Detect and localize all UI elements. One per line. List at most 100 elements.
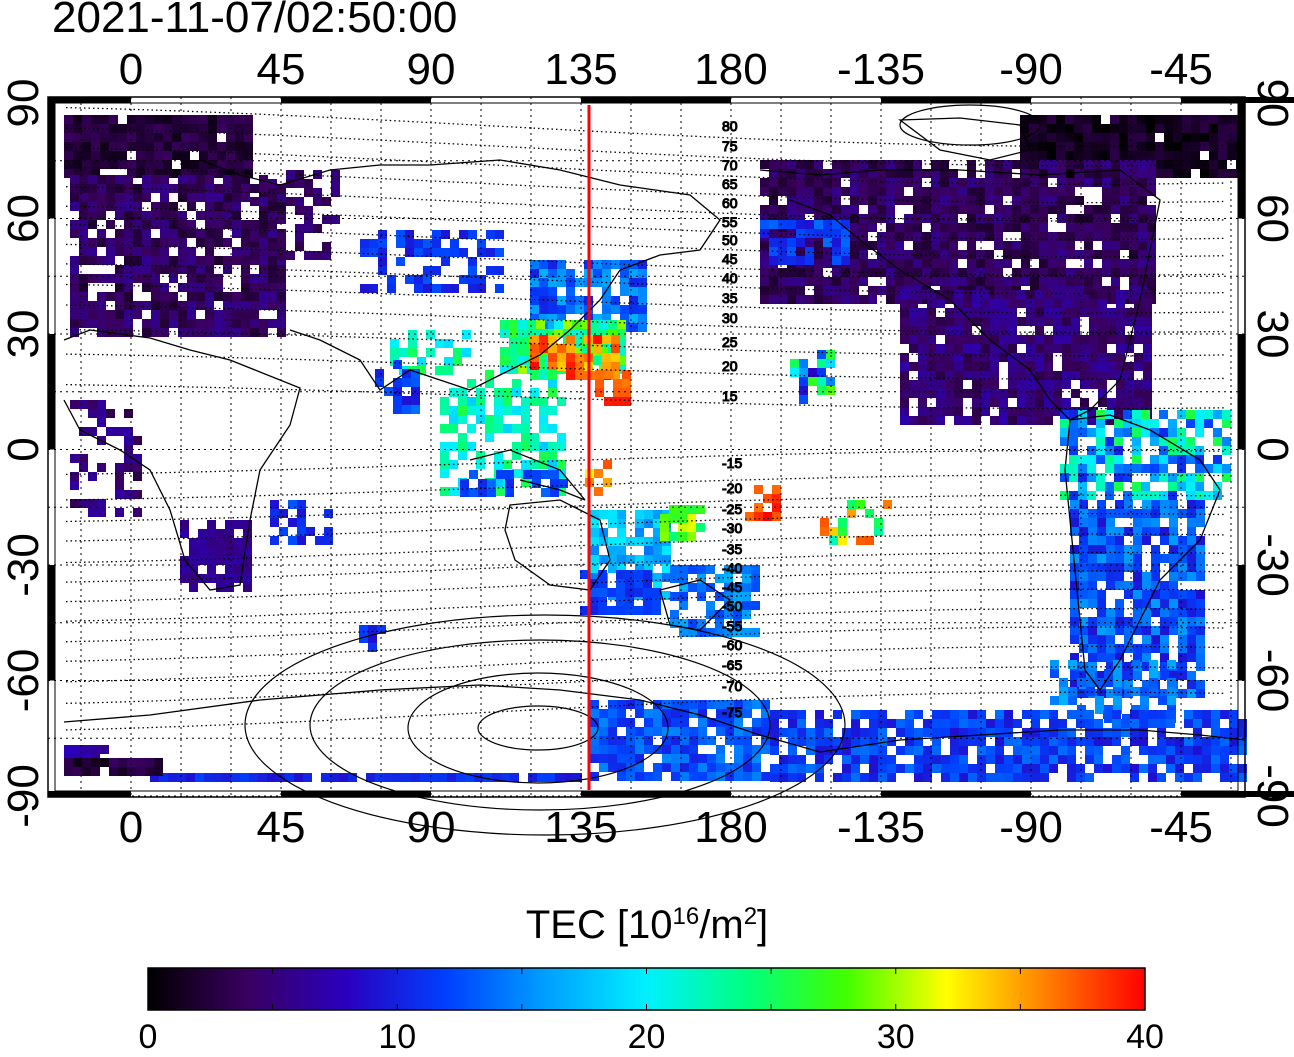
contour-label: -65 <box>722 657 742 673</box>
colorbar-gradient <box>147 967 1146 1011</box>
colorbar-tick-label: 40 <box>1126 1018 1164 1056</box>
coastline-segment <box>63 329 301 591</box>
colorbar-tick-label: 30 <box>876 1018 915 1056</box>
lon-tick-bottom: 90 <box>407 803 456 852</box>
contour-label: 25 <box>722 334 738 350</box>
contour-label: 60 <box>722 195 738 211</box>
contour-label: -40 <box>722 560 742 576</box>
contour-label: -25 <box>722 501 742 517</box>
lat-tick-right: -60 <box>1248 649 1294 713</box>
lon-tick-top: 135 <box>544 45 617 94</box>
contour-line <box>65 645 1227 683</box>
map-frame <box>47 96 1294 798</box>
contour-label: -45 <box>722 579 742 595</box>
contour-line <box>65 147 1227 185</box>
contour-label: 80 <box>722 118 738 134</box>
contour-label: 45 <box>722 251 738 267</box>
contour-label: -55 <box>722 618 742 634</box>
lon-tick-bottom: -90 <box>999 803 1063 852</box>
frame-band <box>48 334 55 450</box>
contour-label: 70 <box>722 157 738 173</box>
lon-tick-bottom: 0 <box>119 803 143 852</box>
colorbar <box>147 967 1146 1011</box>
polar-contour <box>899 104 1041 146</box>
frame-band <box>281 791 431 797</box>
contour-label: 65 <box>722 176 738 192</box>
lat-tick-left: -30 <box>0 533 48 597</box>
timestamp-title: 2021-11-07/02:50:00 <box>52 0 458 42</box>
frame-band <box>1181 97 1294 103</box>
contour-line <box>65 666 1227 704</box>
lat-tick-left: 60 <box>0 194 48 243</box>
polar-contour <box>244 614 846 836</box>
lon-tick-top: -135 <box>837 45 925 94</box>
frame-band <box>48 103 55 219</box>
lon-tick-top: 45 <box>257 45 306 94</box>
contour-label: 35 <box>722 290 738 306</box>
contour-label: 75 <box>722 138 738 154</box>
contour-label: -35 <box>722 541 742 557</box>
contour-label: -20 <box>722 480 742 496</box>
tec-data-layer <box>64 115 1247 782</box>
contour-line <box>65 449 1227 476</box>
frame-band <box>881 791 1031 797</box>
lon-tick-top: 0 <box>119 45 143 94</box>
polar-contour <box>407 672 669 784</box>
frame-band <box>881 97 1031 103</box>
coastline-segment <box>199 159 721 391</box>
coastline-segment <box>469 449 586 501</box>
magnetic-latitude-contours: 80 75 70 65 60 55 50 45 40 35 30 25 20 15 -15 -20 -25 -30… <box>65 104 1227 836</box>
contour-label: -15 <box>722 455 742 471</box>
coastline-segment <box>659 579 732 631</box>
contour-line <box>65 691 1227 731</box>
frame-band <box>1238 103 1245 219</box>
lat-tick-left: -90 <box>0 764 48 828</box>
colorbar-tick-label: 20 <box>627 1018 666 1056</box>
contour-label: -30 <box>722 520 742 536</box>
frame-band <box>1181 791 1294 797</box>
lat-tick-right: 60 <box>1248 194 1294 243</box>
contour-label: 50 <box>722 232 738 248</box>
lon-tick-bottom: 135 <box>544 803 617 852</box>
coastline-segment <box>898 117 1031 161</box>
contour-label: 55 <box>722 214 738 230</box>
contour-line <box>65 166 1227 204</box>
contour-line <box>65 474 1227 501</box>
lon-tick-top: -90 <box>999 45 1063 94</box>
coastlines <box>63 117 1246 753</box>
polar-contour <box>309 639 771 811</box>
coastline-segment <box>1064 414 1221 692</box>
lat-tick-left: -60 <box>0 649 48 713</box>
colorbar-tick-label: 0 <box>138 1018 158 1056</box>
frame-band <box>1238 334 1245 450</box>
contour-label: -50 <box>722 598 742 614</box>
lon-tick-bottom: 45 <box>257 803 306 852</box>
colorbar-title: TEC [1016/m2] <box>525 903 769 947</box>
coastline-segment <box>63 684 1246 753</box>
axis-tick-labels: 0045459090135135180180-135-135-90-90-45-… <box>0 45 1294 852</box>
lat-tick-right: -90 <box>1248 764 1294 828</box>
lon-tick-bottom: -135 <box>837 803 925 852</box>
frame-band <box>581 791 731 797</box>
lon-tick-bottom: 180 <box>694 803 767 852</box>
lat-tick-left: 0 <box>0 437 48 461</box>
contour-label: 30 <box>722 310 738 326</box>
lat-tick-right: -30 <box>1248 533 1294 597</box>
lat-tick-right: 90 <box>1248 79 1294 128</box>
contour-label: 40 <box>722 270 738 286</box>
contour-label: -75 <box>722 704 742 720</box>
lon-tick-bottom: -45 <box>1149 803 1213 852</box>
lat-tick-left: 90 <box>0 79 48 128</box>
lat-tick-right: 0 <box>1248 437 1294 461</box>
frame-band <box>1238 565 1245 681</box>
frame-band <box>48 791 131 797</box>
lat-tick-right: 30 <box>1248 310 1294 359</box>
frame-band <box>48 97 131 103</box>
lon-tick-top: -45 <box>1149 45 1213 94</box>
frame-band <box>581 97 731 103</box>
frame-band <box>281 97 431 103</box>
colorbar-tick-label: 10 <box>378 1018 417 1056</box>
lat-tick-left: 30 <box>0 310 48 359</box>
